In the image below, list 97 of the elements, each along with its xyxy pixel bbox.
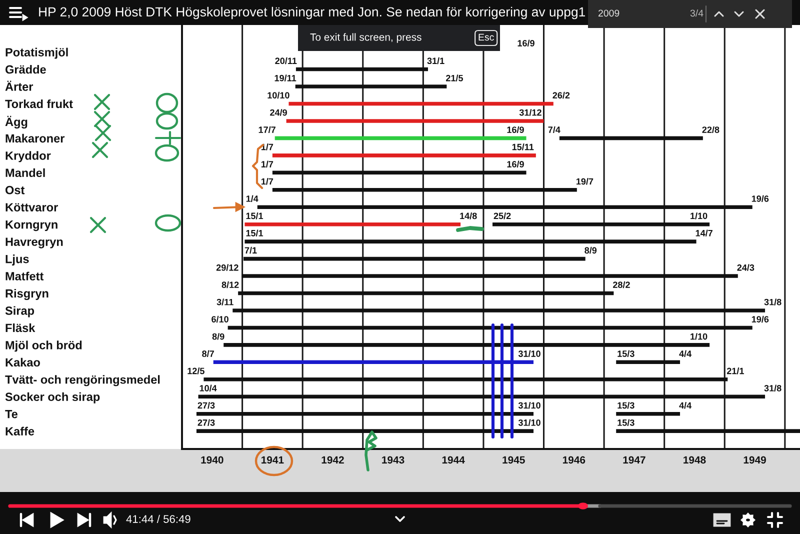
y-tick-label: Kaffe	[6, 426, 34, 436]
annotation: 10/4	[200, 384, 217, 392]
x-tick-label: 1944	[442, 456, 465, 464]
x-tick-label: 1941	[262, 456, 284, 464]
y-tick-label: Torkad frukt	[5, 99, 73, 108]
y-tick-label: Grädde	[5, 65, 46, 74]
text: 3/4	[690, 9, 704, 17]
annotation: 21/5	[446, 74, 464, 82]
annotation: 8/12	[222, 281, 239, 288]
annotation: 19/6	[752, 316, 769, 323]
x-tick-label: 1948	[684, 456, 706, 464]
y-tick-label: Socker och sirap	[5, 392, 100, 404]
annotation: 31/8	[764, 298, 782, 306]
annotation: 28/2	[613, 281, 630, 288]
annotation: 16/9	[507, 160, 524, 168]
chart-title: HP 2,0 2009 Höst DTK Högskoleprovet lösningar med Jon. Se nedan för korrigering av uppg1	[39, 6, 586, 20]
annotation: To exit full screen, press	[310, 33, 422, 43]
y-tick-label: Kryddor	[6, 151, 51, 162]
x-tick-label: 1943	[382, 456, 404, 464]
y-tick-label: Ljus	[6, 254, 29, 266]
annotation: 31/10	[518, 350, 540, 358]
annotation: 3/11	[216, 298, 234, 306]
bar	[244, 222, 461, 226]
x-tick-label: 1949	[744, 456, 766, 464]
annotation: 1/7	[261, 160, 274, 168]
bar	[272, 154, 536, 158]
y-tick-label: Potatismjöl	[6, 48, 68, 59]
annotation: 15/3	[618, 350, 634, 358]
y-tick-label: Korngryn	[6, 220, 58, 232]
annotation: 27/3	[198, 419, 215, 426]
annotation: 8/9	[584, 246, 597, 254]
y-tick-label: Tvätt- och rengöringsmedel	[5, 375, 160, 386]
x-tick-label: 1945	[502, 456, 525, 464]
y-tick-label: Mandel	[6, 168, 45, 178]
annotation: 24/9	[270, 109, 287, 116]
annotation: 31/8	[764, 384, 782, 392]
y-tick-label: Risgryn	[6, 288, 48, 300]
text: 2009	[598, 10, 620, 17]
bar	[286, 119, 544, 123]
annotation: 12/5	[188, 368, 204, 374]
y-tick-label: Te	[5, 410, 18, 418]
y-tick-label: Ägg	[5, 116, 28, 129]
x-tick-label: 1942	[322, 456, 344, 464]
annotation: 1/4	[246, 195, 258, 202]
annotation: 14/7	[696, 230, 712, 236]
annotation: 19/7	[576, 178, 594, 185]
x-tick-label: 1940	[201, 456, 224, 464]
y-tick-label: Matfett	[6, 272, 44, 280]
y-tick-label: Mjöl och bröd	[6, 340, 82, 352]
x-tick-label: 1947	[623, 456, 646, 464]
y-tick-label: Kakao	[6, 358, 40, 367]
annotation: 15/3	[618, 419, 634, 426]
annotation: 4/4	[679, 402, 692, 409]
annotation: 21/1	[726, 368, 744, 374]
annotation: 20/11	[275, 57, 297, 64]
annotation: 31/10	[518, 419, 540, 426]
y-tick-label: Ärter	[5, 80, 34, 91]
annotation: 10/10	[268, 92, 290, 99]
annotation: 8/7	[202, 350, 214, 358]
text: 41:44 / 56:49	[126, 514, 190, 523]
annotation: 26/2	[552, 92, 570, 99]
annotation: 15/3	[618, 402, 634, 409]
annotation: 31/10	[518, 402, 540, 409]
annotation: 1/10	[690, 212, 708, 220]
y-tick-label: Ost	[5, 186, 25, 194]
annotation: 7/4	[548, 126, 560, 134]
annotation: 6/10	[212, 316, 228, 323]
bar	[288, 102, 554, 106]
annotation: 19/6	[752, 195, 769, 202]
annotation: 29/12	[216, 264, 238, 271]
annotation: 31/1	[427, 57, 444, 64]
y-tick-label: Sirap	[5, 306, 34, 318]
annotation: 8/9	[212, 333, 224, 340]
annotation: 19/11	[274, 74, 296, 82]
annotation: 22/8	[702, 126, 720, 134]
annotation: 15/1	[246, 230, 264, 236]
y-tick-label: Havregryn	[6, 238, 63, 248]
annotation: 31/12	[519, 109, 542, 116]
annotation: Esc	[478, 34, 494, 41]
annotation: 17/7	[258, 126, 276, 134]
annotation: 24/3	[737, 264, 754, 271]
annotation: 1/7	[261, 178, 274, 185]
annotation: 16/9	[507, 126, 524, 134]
annotation: 14/8	[460, 212, 477, 220]
y-tick-label: Makaroner	[6, 134, 65, 143]
annotation: 1/10	[690, 333, 708, 340]
annotation: 16/9	[518, 40, 534, 47]
annotation: 7/1	[244, 246, 257, 254]
annotation: 15/11	[512, 144, 534, 150]
annotation: 27/3	[198, 402, 215, 409]
y-tick-label: Köttvaror	[6, 203, 58, 212]
annotation: 15/1	[246, 212, 264, 220]
x-tick-label: 1946	[562, 456, 586, 464]
annotation: 25/2	[494, 212, 511, 220]
bar	[274, 136, 526, 140]
y-tick-label: Fläsk	[6, 323, 36, 332]
annotation: 4/4	[679, 350, 692, 358]
